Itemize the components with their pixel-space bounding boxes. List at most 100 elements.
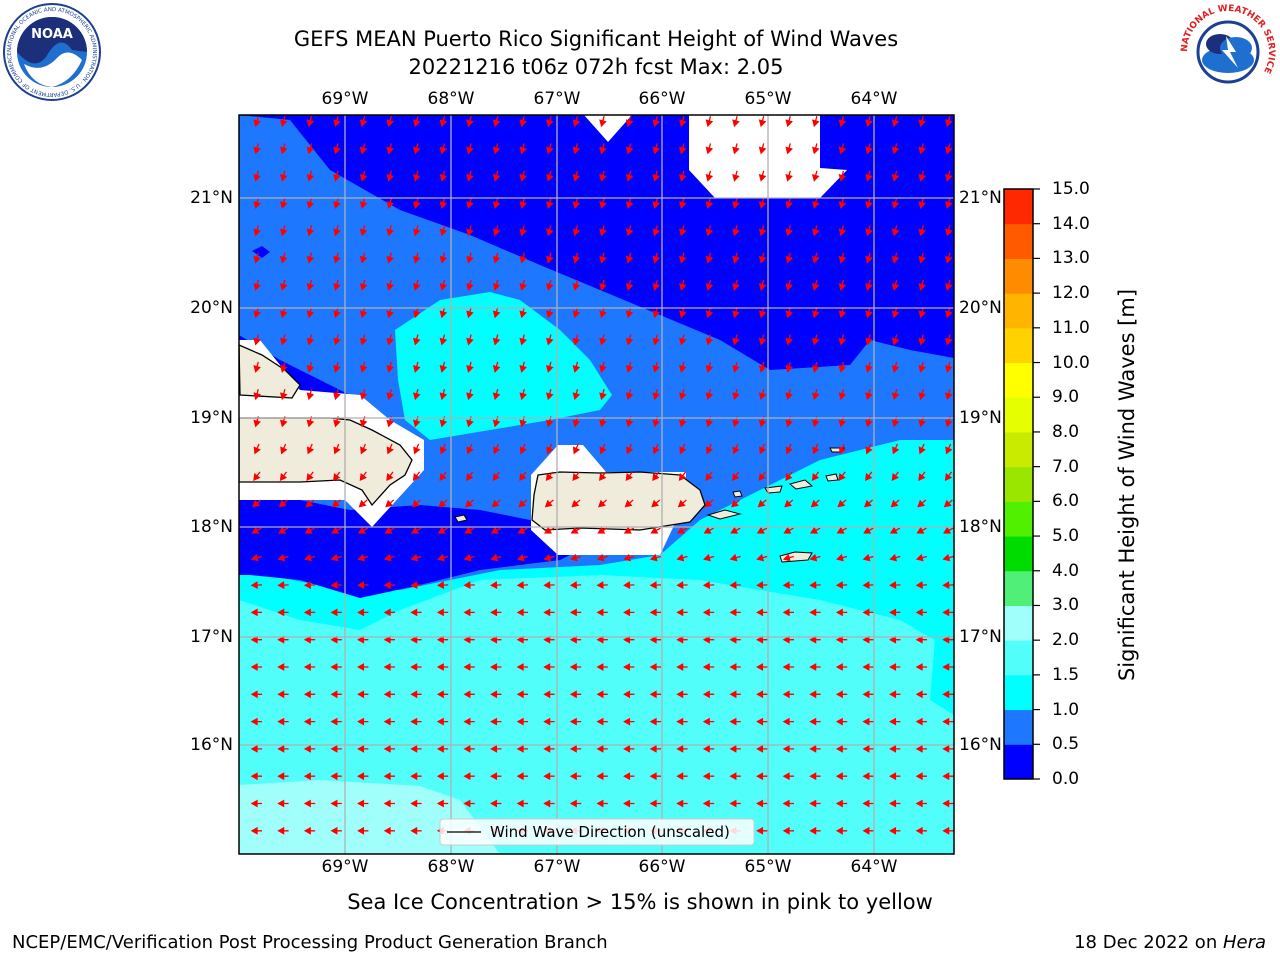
wind-arrow (439, 389, 448, 401)
wind-arrow (412, 471, 421, 481)
wind-arrow (279, 334, 288, 346)
wind-arrow (625, 279, 634, 291)
wind-arrow (623, 581, 635, 589)
wind-arrow (625, 197, 634, 210)
wind-arrow (303, 608, 316, 617)
wind-arrow (676, 772, 688, 781)
wind-arrow (999, 171, 1004, 181)
wind-arrow (411, 526, 422, 534)
wind-arrow (809, 690, 821, 699)
wind-arrow (835, 744, 848, 753)
wind-arrow (466, 170, 474, 182)
wind-arrow (865, 443, 873, 455)
wind-arrow (303, 826, 316, 835)
wind-arrow (490, 799, 502, 808)
colorbar-tick-label: 3.0 (1052, 595, 1080, 616)
wind-arrow (543, 690, 555, 699)
wind-arrow (464, 526, 475, 534)
wind-arrow (865, 252, 873, 264)
wind-arrow (705, 170, 714, 182)
wind-arrow (758, 197, 767, 210)
wind-arrow (970, 664, 980, 670)
wind-arrow (838, 471, 846, 481)
wind-arrow (732, 471, 740, 481)
wind-arrow (891, 197, 900, 210)
wind-arrow (519, 416, 527, 428)
wind-arrow (597, 526, 608, 534)
wind-arrow (732, 225, 740, 237)
lon-label-top-68w: 68°W (427, 89, 475, 109)
wind-arrow (970, 801, 980, 807)
wind-arrow (250, 581, 263, 589)
wind-arrow (330, 663, 342, 671)
wind-arrow (598, 499, 608, 508)
wind-arrow (810, 526, 821, 534)
wind-arrow (436, 717, 449, 726)
wind-arrow (253, 361, 261, 373)
nws-logo: NATIONAL WEATHER SERVICE (1180, 4, 1276, 100)
wind-arrow (838, 252, 847, 264)
wind-arrow (944, 471, 953, 481)
wind-arrow (782, 581, 795, 589)
wind-arrow (386, 225, 394, 237)
wind-arrow (811, 471, 820, 481)
wind-arrow (652, 416, 660, 428)
colorbar-segment (1004, 570, 1033, 606)
wind-arrow (702, 772, 715, 781)
wind-arrow (676, 635, 688, 644)
wind-arrow (411, 499, 421, 508)
wind-arrow (652, 361, 660, 373)
wind-arrow (678, 416, 687, 428)
wind-arrow (785, 197, 793, 210)
wind-arrow (277, 717, 289, 726)
wind-arrow (915, 690, 927, 699)
wind-arrow (569, 717, 582, 726)
wind-arrow (439, 143, 448, 155)
wind-arrow (838, 143, 847, 155)
wind-arrow (702, 717, 715, 726)
wind-arrow (942, 581, 954, 589)
wind-arrow (732, 143, 740, 155)
wind-arrow (599, 197, 607, 210)
wind-arrow (785, 143, 793, 155)
wind-arrow (942, 553, 954, 562)
wind-arrow (569, 635, 582, 644)
wind-arrow (677, 499, 687, 508)
wind-arrow (439, 116, 448, 128)
wind-arrow (569, 744, 582, 753)
wind-arrow (915, 581, 928, 589)
wind-arrow (785, 361, 793, 373)
wind-arrow (652, 170, 660, 182)
wind-arrow (599, 361, 607, 373)
wind-arrow (782, 553, 794, 562)
wind-arrow (572, 334, 581, 346)
wind-arrow (623, 772, 635, 781)
colorbar-segment (1004, 466, 1033, 502)
wind-arrow (386, 361, 394, 373)
wind-arrow (543, 799, 555, 808)
wind-arrow (811, 252, 820, 264)
lat-label-left-17n: 17°N (190, 627, 233, 647)
wind-arrow (466, 197, 474, 210)
wind-arrow (253, 252, 261, 264)
wind-arrow (891, 225, 900, 237)
wind-arrow (333, 443, 341, 455)
wind-arrow (625, 416, 634, 428)
wind-arrow (835, 717, 848, 726)
wind-arrow (972, 253, 977, 263)
wind-arrow (863, 526, 874, 534)
wind-arrow (357, 772, 369, 781)
wind-arrow (652, 443, 660, 455)
wind-arrow (383, 581, 396, 589)
wind-arrow (972, 335, 977, 345)
wind-arrow (702, 799, 715, 808)
wind-arrow (865, 334, 873, 346)
wind-arrow (809, 608, 821, 617)
wind-arrow (944, 334, 953, 346)
masked-area-north-1 (584, 115, 632, 142)
wind-arrow (678, 252, 687, 264)
wind-arrow (891, 279, 900, 291)
wind-arrow (545, 252, 554, 264)
wind-arrow (253, 389, 261, 401)
map-legend: Wind Wave Direction (unscaled) (439, 818, 755, 846)
